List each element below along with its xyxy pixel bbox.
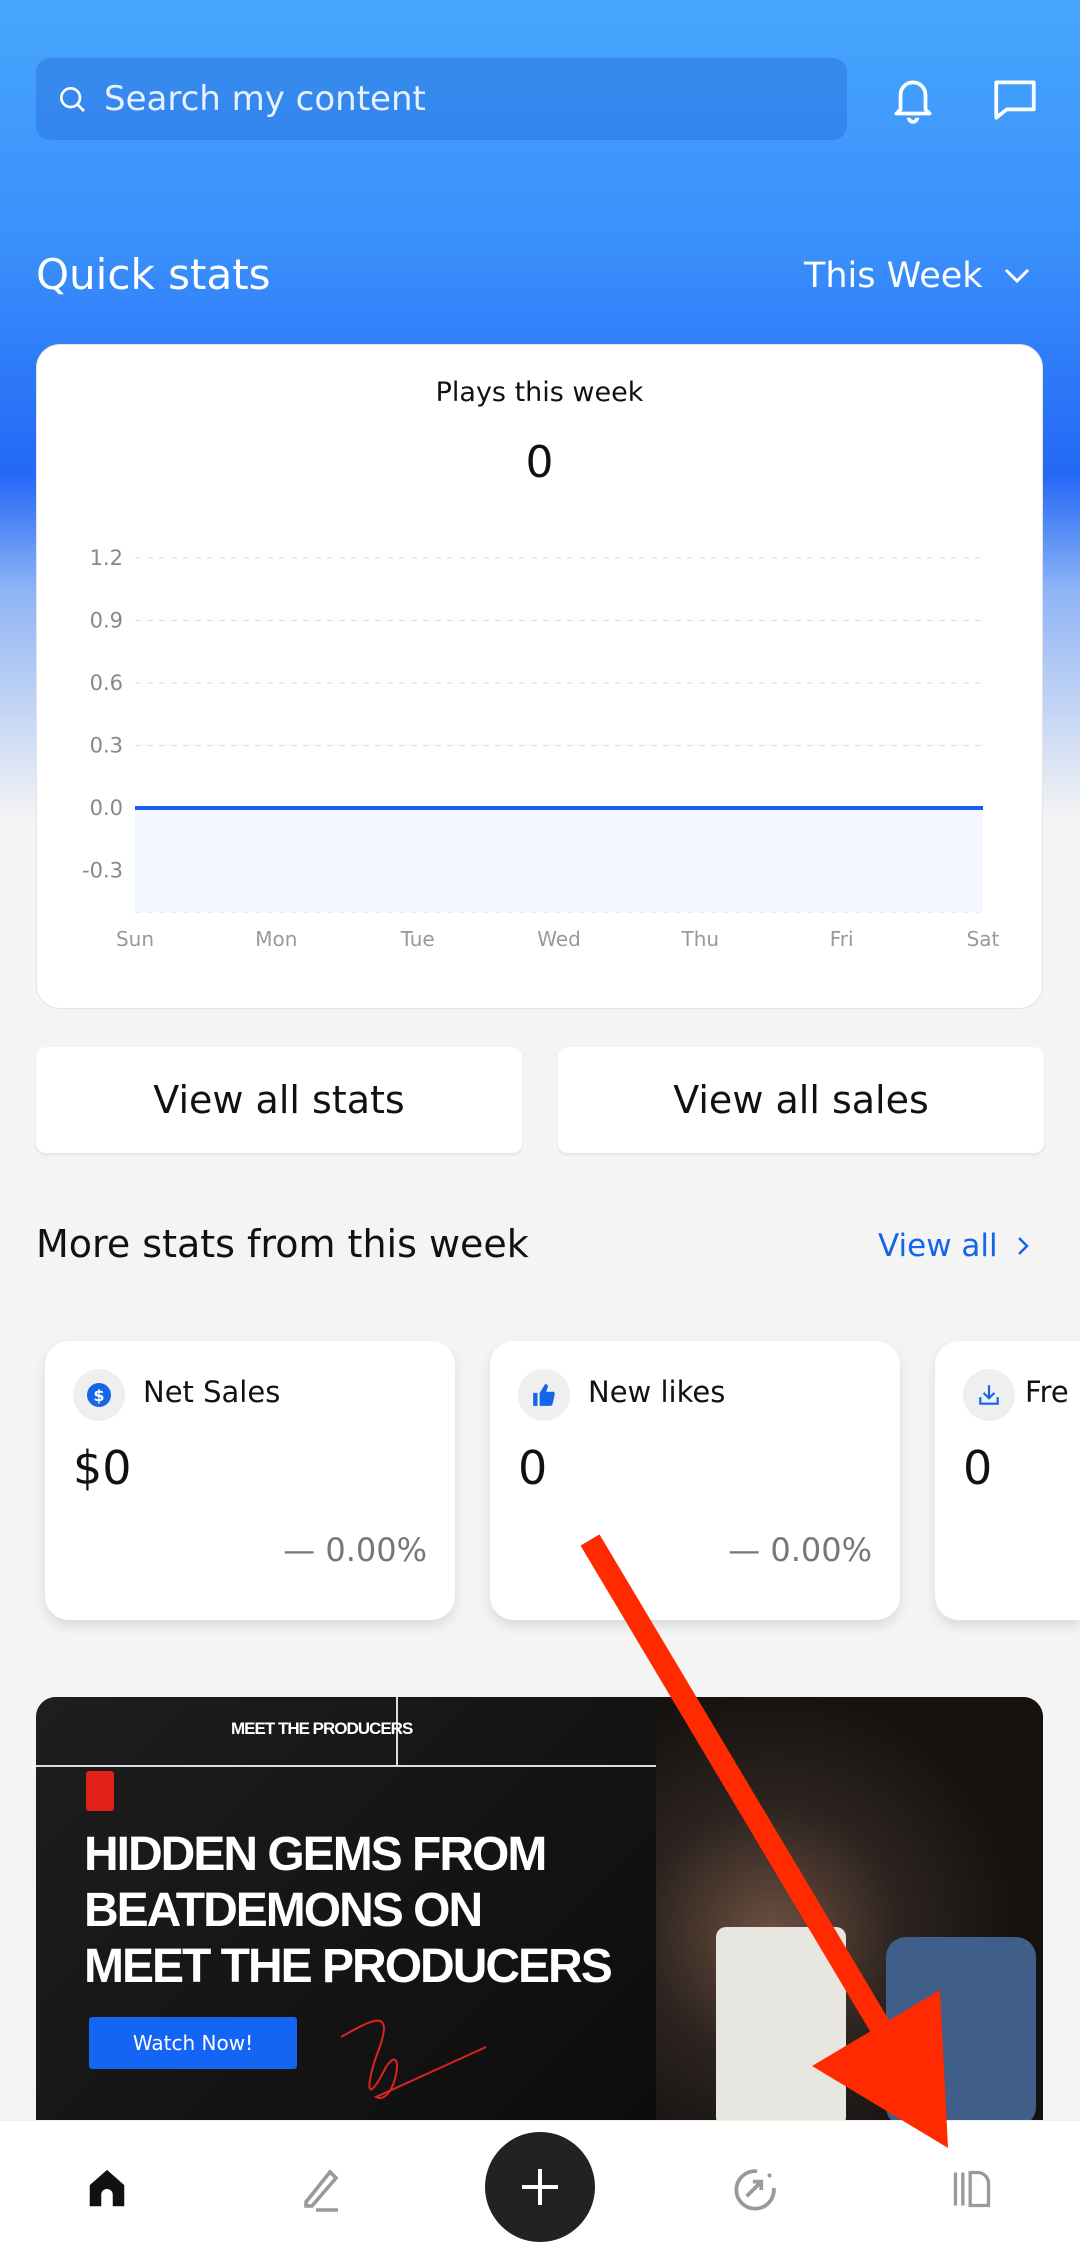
y-tick-label: 0.6 xyxy=(90,671,123,695)
view-all-label: View all xyxy=(878,1228,998,1264)
photo-jacket xyxy=(886,1937,1036,2127)
plays-title: Plays this week xyxy=(435,377,644,408)
promo-banner[interactable]: MEET THE PRODUCERS HIDDEN GEMS FROM BEATD… xyxy=(36,1697,1043,2127)
y-tick-label: 1.2 xyxy=(90,546,123,570)
quick-stats-title: Quick stats xyxy=(36,250,271,299)
view-all-sales-button[interactable]: View all sales xyxy=(558,1047,1044,1153)
chat-icon[interactable] xyxy=(990,74,1040,124)
search-input[interactable] xyxy=(104,79,804,119)
stat-card-net-sales[interactable]: $ Net Sales $0 — 0.00% xyxy=(45,1341,455,1620)
download-icon xyxy=(963,1369,1015,1421)
x-tick-label: Sun xyxy=(116,927,154,951)
stat-value: 0 xyxy=(963,1441,993,1495)
stat-change: — 0.00% xyxy=(728,1531,872,1569)
bottom-nav xyxy=(0,2120,1080,2258)
stat-card-free-downloads[interactable]: Fre 0 xyxy=(935,1341,1080,1620)
home-icon[interactable] xyxy=(84,2166,130,2212)
x-tick-label: Mon xyxy=(255,927,297,951)
library-icon[interactable] xyxy=(950,2167,994,2211)
y-tick-label: 0.9 xyxy=(90,609,123,633)
stat-label: New likes xyxy=(588,1375,726,1409)
dollar-icon: $ xyxy=(73,1369,125,1421)
thumbs-up-icon xyxy=(518,1369,570,1421)
photo-shirt xyxy=(716,1927,846,2127)
beatstars-logo xyxy=(86,1771,114,1811)
y-tick-label: 0.3 xyxy=(90,734,123,758)
plays-value: 0 xyxy=(525,437,554,488)
plays-chart-card: Plays this week 0 1.2 0.9 0.6 0.3 0.0 -0.3 Sun… xyxy=(36,344,1043,1009)
banner-tag: MEET THE PRODUCERS xyxy=(231,1719,413,1738)
stat-change: — 0.00% xyxy=(283,1531,427,1569)
watch-now-button[interactable]: Watch Now! xyxy=(89,2017,297,2069)
signature-scribble xyxy=(340,2019,487,2099)
x-tick-label: Tue xyxy=(400,927,435,951)
stat-card-new-likes[interactable]: New likes 0 — 0.00% xyxy=(490,1341,900,1620)
banner-photo xyxy=(656,1697,1043,2127)
add-button[interactable] xyxy=(485,2132,595,2242)
banner-divider xyxy=(36,1765,686,1767)
stat-value: $0 xyxy=(73,1441,132,1495)
period-dropdown[interactable]: This Week xyxy=(804,256,1031,296)
view-all-link[interactable]: View all xyxy=(878,1228,1030,1264)
plus-icon xyxy=(522,2169,558,2205)
chevron-down-icon xyxy=(1004,268,1029,284)
search-bar[interactable] xyxy=(36,58,847,140)
view-all-stats-button[interactable]: View all stats xyxy=(36,1047,522,1153)
chevron-right-icon xyxy=(1017,1237,1029,1255)
edit-icon[interactable] xyxy=(298,2166,346,2214)
stat-label: Net Sales xyxy=(143,1375,281,1409)
plays-chart: 1.2 0.9 0.6 0.3 0.0 -0.3 Sun Mon Tue Wed Thu Fri Sat xyxy=(82,546,1000,951)
y-tick-label: 0.0 xyxy=(90,796,123,820)
bell-icon[interactable] xyxy=(888,72,938,126)
growth-icon[interactable] xyxy=(730,2165,780,2215)
banner-divider-vertical xyxy=(396,1697,398,1765)
more-stats-title: More stats from this week xyxy=(36,1222,529,1266)
area-fill xyxy=(135,808,983,913)
x-tick-label: Wed xyxy=(537,927,581,951)
stat-value: 0 xyxy=(518,1441,548,1495)
period-label: This Week xyxy=(804,256,983,296)
x-tick-label: Thu xyxy=(681,927,720,951)
search-icon xyxy=(60,87,85,112)
x-tick-label: Fri xyxy=(830,927,854,951)
svg-text:$: $ xyxy=(93,1386,104,1405)
stat-label: Fre xyxy=(1025,1375,1069,1409)
x-tick-label: Sat xyxy=(967,927,1000,951)
banner-headline: HIDDEN GEMS FROM BEATDEMONS ON MEET THE PR… xyxy=(84,1828,613,1993)
y-tick-label: -0.3 xyxy=(82,859,123,883)
